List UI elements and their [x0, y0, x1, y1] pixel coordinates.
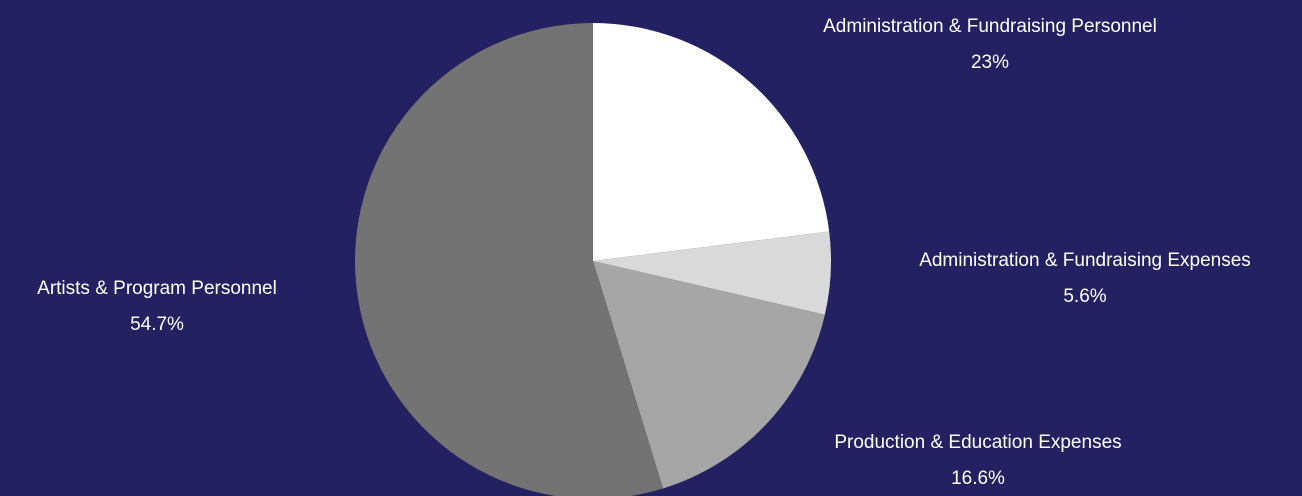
slice-value-label-1: 5.6%: [1063, 286, 1106, 307]
slice-label-0: Administration & Fundraising Personnel: [823, 16, 1157, 37]
pie-slice-1: [593, 231, 832, 315]
slice-label-3: Artists & Program Personnel: [37, 278, 277, 299]
slice-label-group-3: Artists & Program Personnel 54.7%: [37, 278, 277, 335]
pie-slice-3: [355, 23, 664, 496]
slice-value-label-2: 16.6%: [951, 468, 1005, 489]
slice-label-group-2: Production & Education Expenses 16.6%: [834, 432, 1121, 489]
pie-slice-0: [593, 23, 830, 261]
slice-value-label-3: 54.7%: [130, 314, 184, 335]
slice-value-label-0: 23%: [971, 52, 1009, 73]
pie-slices: [355, 23, 832, 496]
slice-label-group-1: Administration & Fundraising Expenses 5.…: [919, 250, 1251, 307]
slice-label-1: Administration & Fundraising Expenses: [919, 250, 1251, 271]
slice-label-2: Production & Education Expenses: [834, 432, 1121, 453]
slice-label-group-0: Administration & Fundraising Personnel 2…: [823, 16, 1157, 73]
pie-slice-2: [593, 261, 825, 489]
